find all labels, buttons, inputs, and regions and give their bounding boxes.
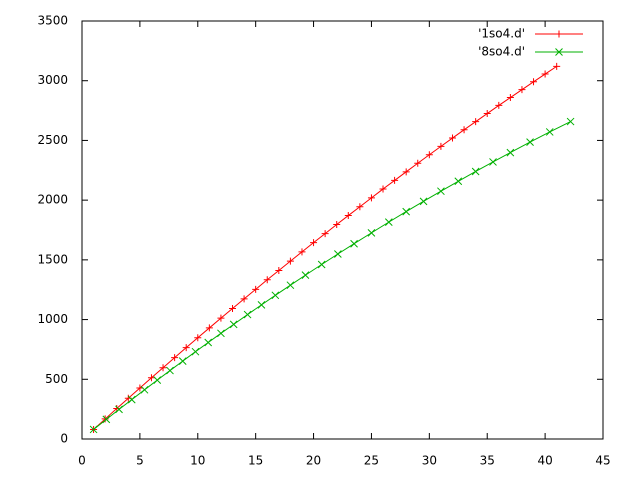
y-tick-label: 1000 bbox=[37, 312, 68, 326]
point-marker bbox=[217, 329, 225, 338]
x-tick-label: 30 bbox=[422, 454, 437, 468]
point-marker bbox=[204, 338, 213, 347]
point-marker bbox=[275, 266, 283, 274]
x-tick-label: 20 bbox=[306, 454, 321, 468]
point-marker bbox=[334, 250, 342, 258]
point-marker bbox=[194, 334, 202, 342]
y-tick-label: 0 bbox=[60, 432, 68, 446]
point-marker bbox=[147, 374, 155, 382]
y-tick-label: 2000 bbox=[37, 193, 68, 207]
x-tick-label: 40 bbox=[537, 454, 552, 468]
point-marker bbox=[555, 30, 563, 38]
point-marker bbox=[367, 229, 376, 237]
series-line bbox=[93, 65, 557, 430]
point-marker bbox=[166, 366, 174, 375]
point-marker bbox=[298, 248, 306, 256]
point-marker bbox=[489, 158, 497, 166]
point-marker bbox=[171, 354, 179, 362]
point-marker bbox=[391, 176, 399, 184]
point-marker bbox=[286, 281, 295, 290]
x-tick-label: 35 bbox=[480, 454, 495, 468]
point-marker bbox=[140, 385, 149, 394]
y-tick-label: 2500 bbox=[37, 133, 68, 147]
point-marker bbox=[301, 271, 310, 279]
point-marker bbox=[333, 221, 341, 229]
point-marker bbox=[321, 230, 329, 238]
point-marker bbox=[541, 70, 549, 78]
x-tick-label: 5 bbox=[136, 454, 144, 468]
legend-label: '1so4.d' bbox=[478, 27, 525, 41]
point-marker bbox=[310, 239, 318, 247]
point-marker bbox=[530, 78, 538, 86]
point-marker bbox=[115, 405, 123, 414]
point-marker bbox=[367, 194, 375, 202]
point-marker bbox=[545, 128, 554, 136]
x-tick-label: 25 bbox=[364, 454, 379, 468]
point-marker bbox=[472, 118, 480, 126]
point-marker bbox=[159, 364, 167, 372]
point-marker bbox=[425, 151, 433, 159]
y-tick-label: 3000 bbox=[37, 73, 68, 87]
point-marker bbox=[454, 177, 463, 186]
point-marker bbox=[217, 314, 225, 322]
point-marker bbox=[271, 291, 280, 300]
point-marker bbox=[153, 376, 162, 384]
point-marker bbox=[102, 415, 111, 424]
plot-frame bbox=[81, 20, 604, 440]
point-marker bbox=[191, 347, 200, 356]
legend-label: '8so4.d' bbox=[478, 45, 525, 59]
y-tick-label: 1500 bbox=[37, 252, 68, 266]
point-marker bbox=[414, 159, 422, 167]
point-marker bbox=[229, 304, 237, 312]
point-marker bbox=[127, 395, 136, 404]
point-marker bbox=[555, 48, 563, 56]
point-marker bbox=[344, 212, 352, 220]
y-tick-label: 500 bbox=[45, 372, 68, 386]
x-tick-label: 0 bbox=[78, 454, 86, 468]
point-marker bbox=[518, 86, 526, 94]
point-marker bbox=[402, 168, 410, 176]
point-marker bbox=[553, 62, 561, 70]
point-marker bbox=[437, 187, 445, 196]
point-marker bbox=[460, 126, 468, 134]
point-marker bbox=[566, 117, 575, 126]
y-tick-label: 3500 bbox=[37, 14, 68, 28]
point-marker bbox=[506, 148, 515, 157]
point-marker bbox=[257, 301, 266, 309]
point-marker bbox=[286, 257, 294, 265]
point-marker bbox=[471, 167, 480, 176]
point-marker bbox=[240, 295, 248, 303]
point-marker bbox=[356, 203, 364, 211]
point-marker bbox=[350, 239, 358, 248]
x-tick-label: 10 bbox=[190, 454, 205, 468]
series-line bbox=[93, 121, 571, 430]
point-marker bbox=[229, 320, 238, 329]
point-marker bbox=[419, 197, 428, 206]
point-marker bbox=[379, 185, 387, 193]
point-marker bbox=[437, 142, 445, 150]
point-marker bbox=[402, 207, 411, 216]
x-tick-label: 45 bbox=[595, 454, 610, 468]
point-marker bbox=[448, 134, 456, 142]
point-marker bbox=[205, 324, 213, 332]
point-marker bbox=[178, 357, 187, 365]
point-marker bbox=[526, 138, 534, 146]
point-marker bbox=[263, 276, 271, 284]
point-marker bbox=[495, 101, 503, 109]
point-marker bbox=[89, 425, 98, 434]
point-marker bbox=[243, 310, 252, 319]
point-marker bbox=[506, 94, 514, 102]
point-marker bbox=[317, 260, 326, 269]
x-tick-label: 15 bbox=[248, 454, 263, 468]
point-marker bbox=[483, 110, 491, 118]
point-marker bbox=[252, 285, 260, 293]
point-marker bbox=[384, 218, 393, 226]
point-marker bbox=[182, 344, 190, 352]
